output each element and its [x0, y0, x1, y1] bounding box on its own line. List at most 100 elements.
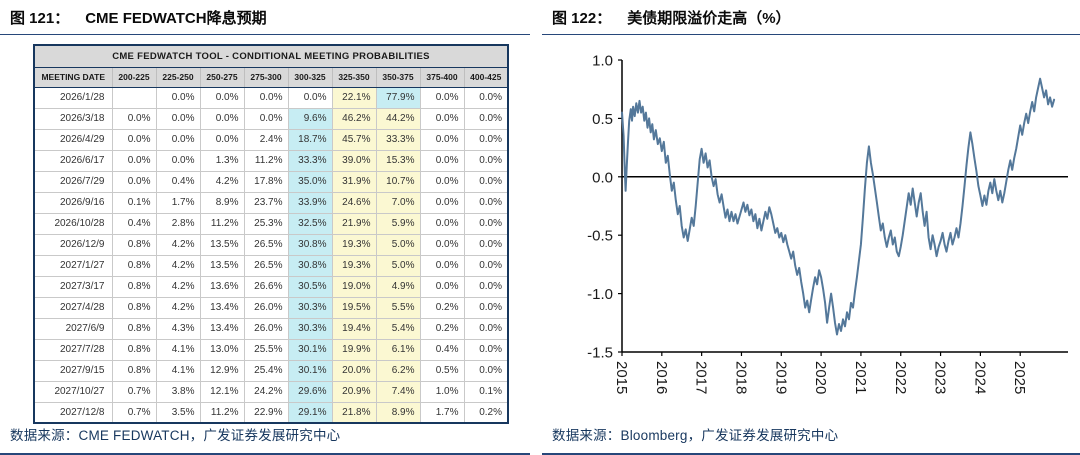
probability-cell: 0.0% — [419, 128, 465, 151]
probability-cell: 0.0% — [463, 275, 509, 298]
probability-cell: 0.0% — [463, 170, 509, 193]
table-row: 2026/10/28 0.4% 2.8% 11.2% 25.3% 32.5% 21.9% 5.… — [33, 212, 509, 235]
table-row: 2026/12/9 0.8% 4.2% 13.5% 26.5% 30.8% 19.3% 5.0… — [33, 233, 509, 256]
probability-cell: 32.5% — [287, 212, 333, 235]
probability-cell: 39.0% — [331, 149, 377, 172]
table-row: 2026/4/29 0.0% 0.0% 0.0% 2.4% 18.7% 45.7% 33.3%… — [33, 128, 509, 151]
probability-cell: 5.0% — [375, 254, 421, 277]
probability-cell: 5.4% — [375, 317, 421, 340]
probability-cell: 0.0% — [463, 296, 509, 319]
meeting-date-column-header: MEETING DATE — [33, 66, 113, 88]
probability-cell: 0.0% — [463, 86, 509, 109]
probability-cell: 0.8% — [111, 254, 157, 277]
probability-cell: 0.8% — [111, 359, 157, 382]
probability-cell: 21.9% — [331, 212, 377, 235]
probability-cell: 30.8% — [287, 233, 333, 256]
x-tick-label: 2025 — [1011, 361, 1028, 394]
probability-cell: 19.3% — [331, 233, 377, 256]
probability-cell: 0.0% — [463, 233, 509, 256]
probability-cell: 19.9% — [331, 338, 377, 361]
probability-cell: 5.0% — [375, 233, 421, 256]
probability-cell: 44.2% — [375, 107, 421, 130]
y-tick-label: -0.5 — [587, 228, 613, 245]
probability-cell: 0.0% — [463, 149, 509, 172]
probability-cell: 12.1% — [199, 380, 245, 403]
probability-cell: 26.0% — [243, 317, 289, 340]
figure-121-number: 图 121： — [10, 10, 70, 27]
probability-cell: 23.7% — [243, 191, 289, 214]
probability-cell: 13.5% — [199, 254, 245, 277]
probability-cell: 12.9% — [199, 359, 245, 382]
probability-cell: 3.5% — [155, 401, 201, 424]
probability-cell: 0.0% — [199, 107, 245, 130]
meeting-date-cell: 2027/9/15 — [33, 359, 113, 382]
meeting-date-cell: 2026/12/9 — [33, 233, 113, 256]
probability-cell: 0.0% — [419, 233, 465, 256]
probability-cell: 33.3% — [287, 149, 333, 172]
probability-cell: 19.5% — [331, 296, 377, 319]
probability-cell: 0.0% — [463, 128, 509, 151]
probability-cell: 33.9% — [287, 191, 333, 214]
probability-cell: 0.0% — [111, 149, 157, 172]
probability-cell: 46.2% — [331, 107, 377, 130]
probability-cell: 77.9% — [375, 86, 421, 109]
y-tick-label: -1.5 — [587, 345, 613, 362]
rate-range-column-header: 375-400 — [419, 66, 465, 88]
probability-cell: 19.0% — [331, 275, 377, 298]
probability-cell: 26.0% — [243, 296, 289, 319]
fedwatch-probability-table: CME FEDWATCH TOOL - CONDITIONAL MEETING … — [33, 44, 509, 424]
probability-cell: 5.5% — [375, 296, 421, 319]
probability-cell: 0.4% — [419, 338, 465, 361]
rate-range-column-header: 400-425 — [463, 66, 509, 88]
y-tick-label: -1.0 — [587, 286, 613, 303]
rate-range-column-header: 250-275 — [199, 66, 245, 88]
probability-cell: 15.3% — [375, 149, 421, 172]
probability-cell: 0.0% — [111, 107, 157, 130]
x-tick-label: 2017 — [693, 361, 710, 394]
probability-cell: 0.0% — [419, 275, 465, 298]
probability-cell: 29.6% — [287, 380, 333, 403]
figure-121-title-text: CME FEDWATCH降息预期 — [85, 10, 267, 27]
meeting-date-cell: 2027/12/8 — [33, 401, 113, 424]
meeting-date-cell: 2026/3/18 — [33, 107, 113, 130]
probability-cell: 30.1% — [287, 359, 333, 382]
probability-cell: 1.0% — [419, 380, 465, 403]
probability-cell: 0.0% — [287, 86, 333, 109]
probability-cell: 0.1% — [111, 191, 157, 214]
meeting-date-cell: 2026/6/17 — [33, 149, 113, 172]
probability-cell: 21.8% — [331, 401, 377, 424]
probability-cell: 26.6% — [243, 275, 289, 298]
probability-cell: 4.9% — [375, 275, 421, 298]
probability-cell: 29.1% — [287, 401, 333, 424]
probability-cell: 0.0% — [155, 149, 201, 172]
probability-cell: 33.3% — [375, 128, 421, 151]
probability-cell: 24.6% — [331, 191, 377, 214]
probability-cell: 4.2% — [199, 170, 245, 193]
figure-121-title: 图 121： CME FEDWATCH降息预期 — [0, 0, 530, 35]
probability-cell: 25.3% — [243, 212, 289, 235]
probability-cell: 0.1% — [463, 380, 509, 403]
probability-cell: 0.4% — [155, 170, 201, 193]
probability-cell: 0.0% — [463, 191, 509, 214]
table-row: 2026/9/16 0.1% 1.7% 8.9% 23.7% 33.9% 24.6% 7.0%… — [33, 191, 509, 214]
table-row: 2027/10/27 0.7% 3.8% 12.1% 24.2% 29.6% 20.9% 7.… — [33, 380, 509, 403]
probability-cell: 0.7% — [111, 380, 157, 403]
probability-cell: 0.0% — [419, 149, 465, 172]
figure-122-source: 数据来源：Bloomberg，广发证券发展研究中心 — [552, 428, 839, 443]
probability-cell: 0.0% — [419, 170, 465, 193]
probability-cell: 1.3% — [199, 149, 245, 172]
probability-cell: 4.1% — [155, 338, 201, 361]
probability-cell: 1.7% — [419, 401, 465, 424]
probability-cell: 20.0% — [331, 359, 377, 382]
table-row: 2026/3/18 0.0% 0.0% 0.0% 0.0% 9.6% 46.2% 44.2% 0… — [33, 107, 509, 130]
probability-cell: 0.0% — [463, 107, 509, 130]
probability-cell: 0.2% — [419, 296, 465, 319]
y-tick-label: 0.0 — [592, 169, 613, 186]
probability-cell: 0.5% — [419, 359, 465, 382]
table-row: 2026/7/29 0.0% 0.4% 4.2% 17.8% 35.0% 31.9% 10.7… — [33, 170, 509, 193]
probability-cell: 25.5% — [243, 338, 289, 361]
probability-cell: 0.2% — [463, 401, 509, 424]
probability-cell: 4.2% — [155, 275, 201, 298]
probability-cell: 0.0% — [419, 86, 465, 109]
probability-cell: 19.3% — [331, 254, 377, 277]
